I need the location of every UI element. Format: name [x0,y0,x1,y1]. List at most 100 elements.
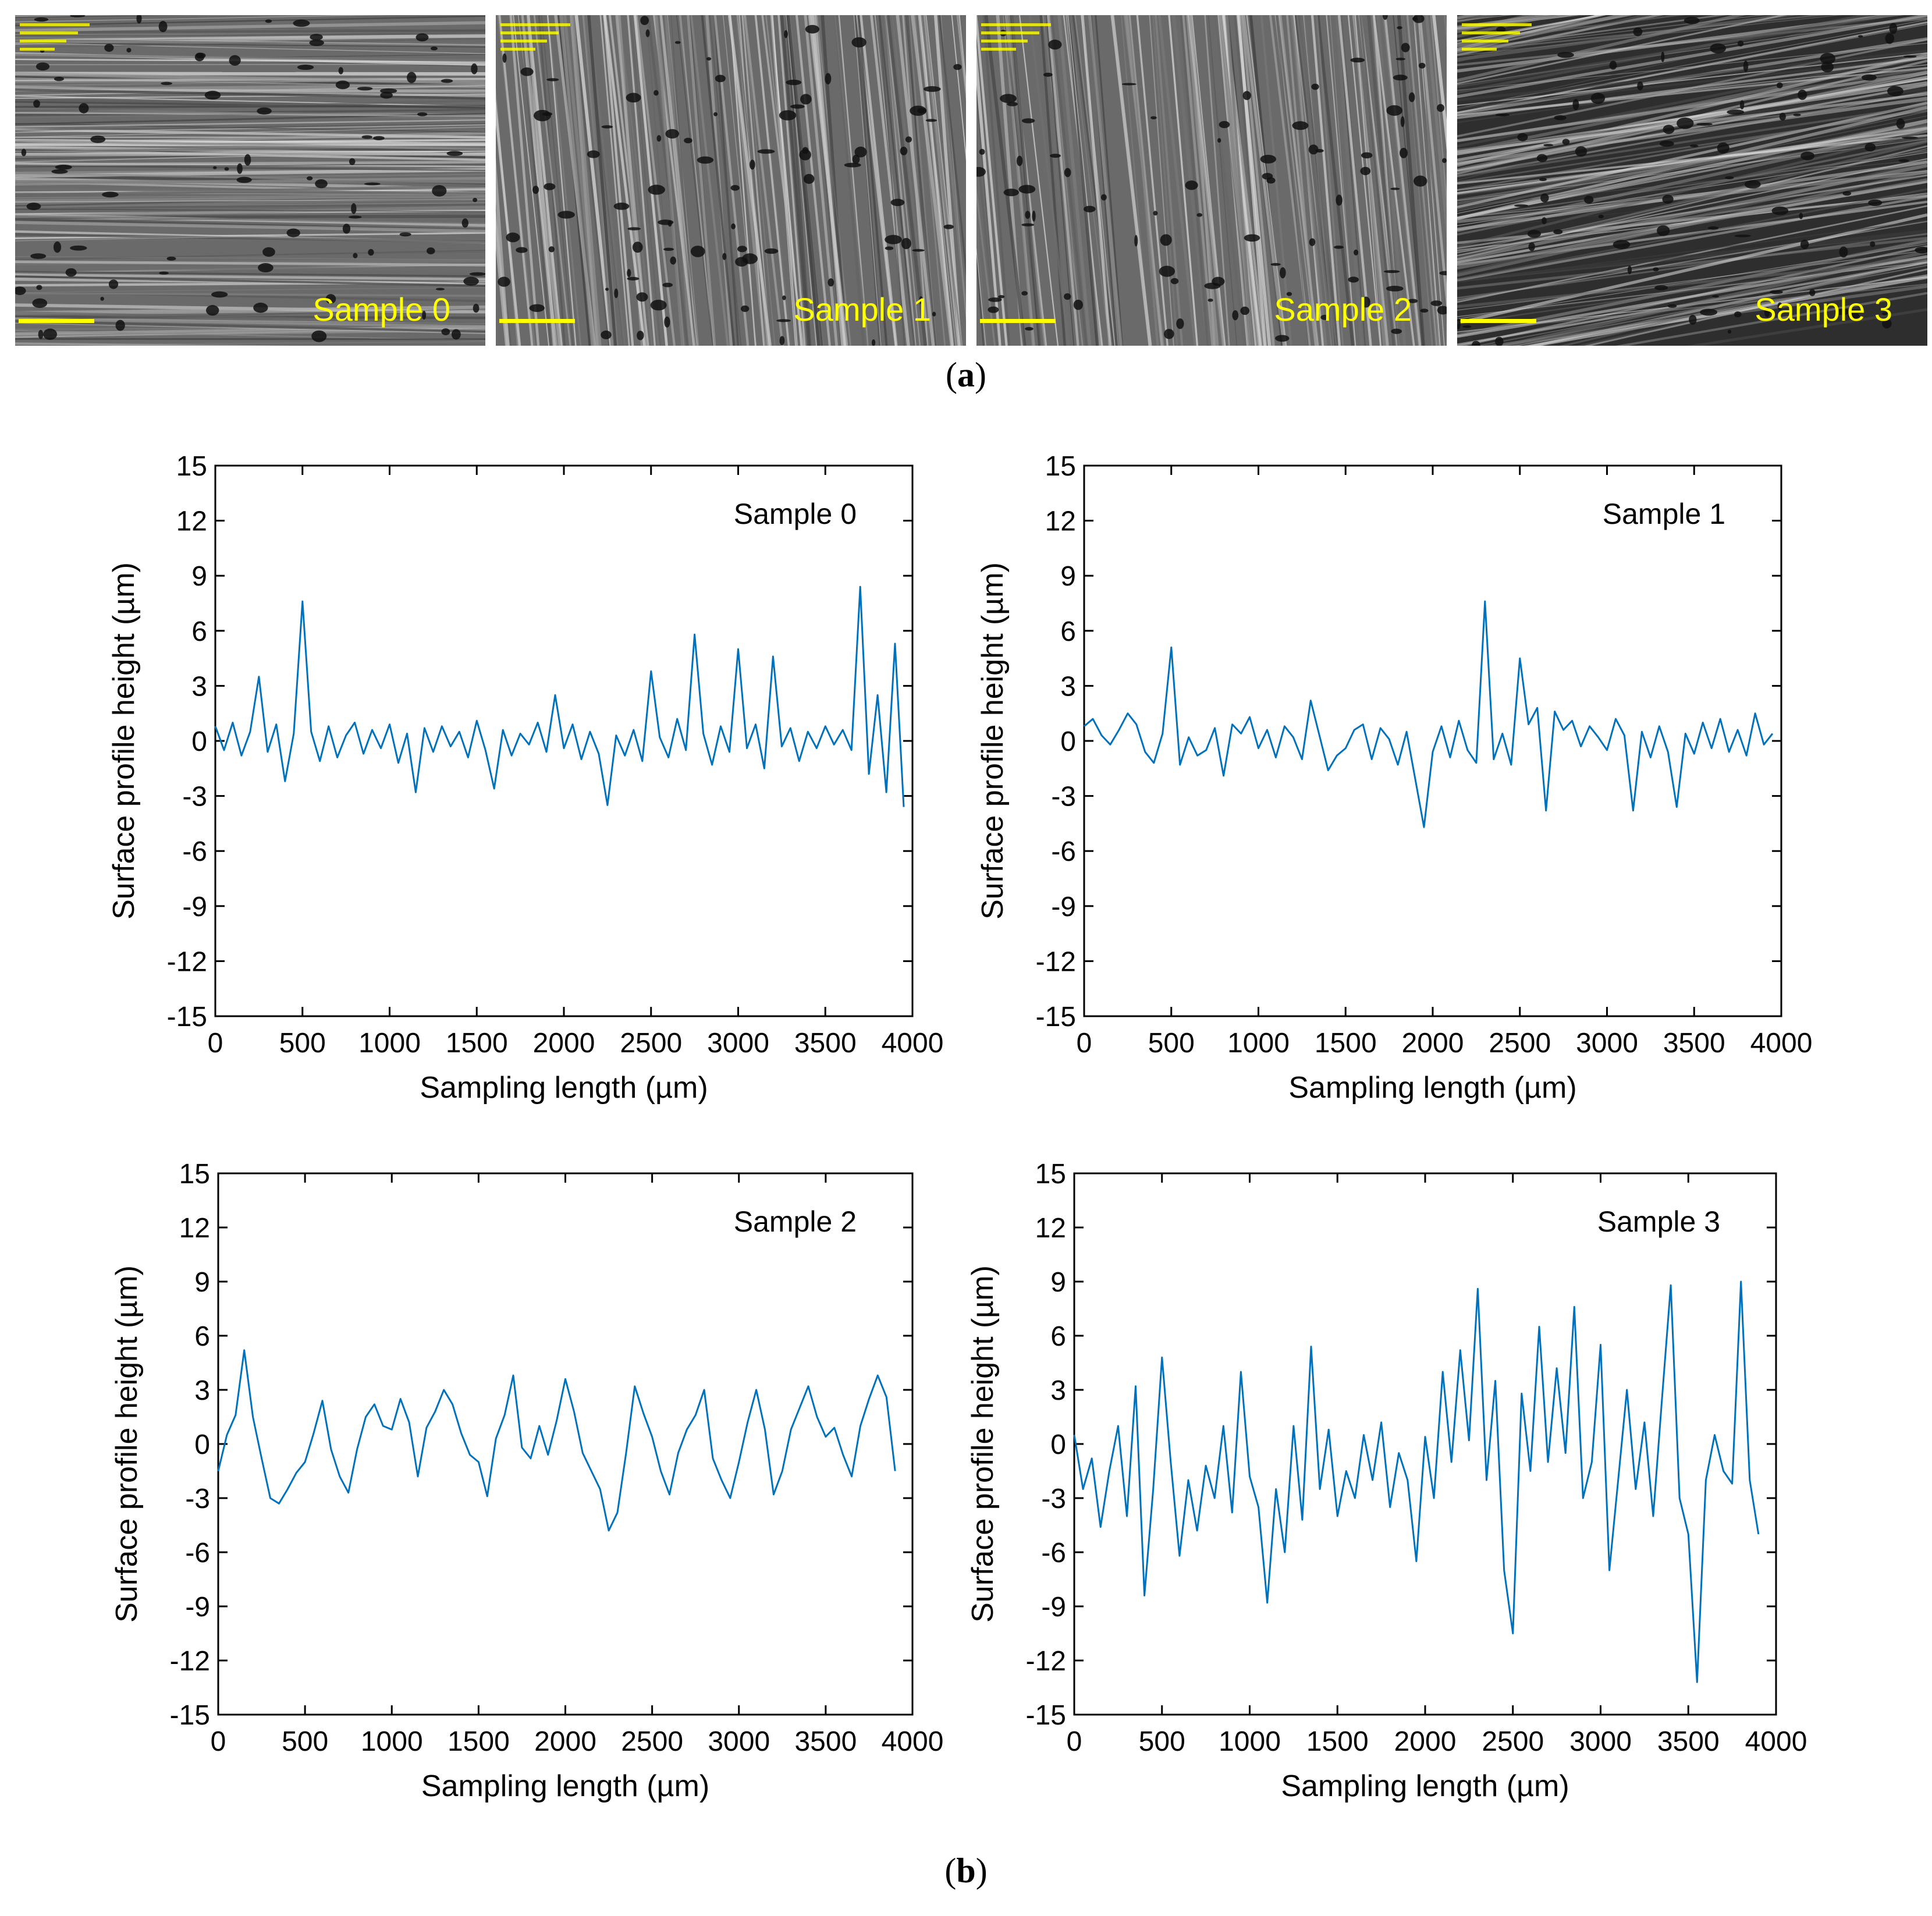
sample-annotation: Sample 3 [1597,1205,1720,1238]
y-tick-label: 0 [1060,726,1076,757]
y-axis-label: Surface profile height (µm) [107,562,141,920]
x-axis-label: Sampling length (µm) [421,1769,709,1803]
x-tick-label: 3000 [707,1028,769,1059]
y-tick-label: -12 [1026,1646,1066,1677]
y-tick-label: -15 [167,1002,207,1032]
x-tick-label: 3500 [794,1726,857,1757]
y-axis-label: Surface profile height (µm) [976,562,1010,920]
y-tick-label: -12 [167,946,207,977]
y-tick-label: -15 [170,1700,210,1731]
x-tick-label: 3000 [1576,1028,1638,1059]
y-tick-label: -6 [1051,836,1076,867]
y-axis-label: Surface profile height (µm) [110,1265,144,1623]
sample-annotation: Sample 0 [734,498,857,530]
y-tick-label: 6 [191,616,207,647]
y-tick-label: 15 [179,1159,210,1190]
micrograph-label: Sample 2 [1274,291,1412,328]
y-tick-label: 9 [1050,1267,1066,1298]
profile-line [1073,1280,1760,1683]
y-tick-label: 12 [1045,506,1076,537]
y-tick-label: -6 [1041,1538,1066,1569]
x-tick-label: 3500 [1657,1726,1720,1757]
micrograph-image [496,15,966,346]
micrograph-image [15,15,485,346]
x-tick-label: 4000 [882,1028,944,1059]
y-tick-label: 9 [1060,561,1076,592]
y-tick-label: 9 [191,561,207,592]
x-tick-label: 2000 [1402,1028,1464,1059]
micrograph-sample-3: Sample 3 [1457,15,1927,346]
x-tick-label: 2500 [621,1726,683,1757]
y-tick-label: 6 [194,1321,210,1352]
y-tick-label: 12 [179,1213,210,1244]
y-tick-label: -3 [182,782,207,812]
x-tick-label: 2500 [620,1028,682,1059]
y-tick-label: -12 [1036,946,1076,977]
x-tick-label: 1000 [1227,1028,1290,1059]
y-tick-label: -9 [185,1592,210,1623]
x-tick-label: 500 [279,1028,326,1059]
x-tick-label: 0 [1077,1028,1092,1059]
y-tick-label: -9 [182,892,207,922]
x-tick-label: 500 [1139,1726,1185,1757]
y-tick-label: -12 [170,1646,210,1677]
x-tick-label: 3500 [1663,1028,1725,1059]
x-tick-label: 500 [1148,1028,1195,1059]
panel-b-caption: (b) [944,1851,988,1890]
x-tick-label: 0 [208,1028,223,1059]
x-tick-label: 2500 [1489,1028,1551,1059]
micrograph-image [976,15,1447,346]
x-tick-label: 1500 [446,1028,508,1059]
micrograph-label: Sample 3 [1755,291,1892,328]
micrograph-image [1457,15,1927,346]
y-tick-label: 12 [1035,1213,1066,1244]
y-tick-label: 9 [194,1267,210,1298]
y-tick-label: -6 [185,1538,210,1569]
profile-line [217,1349,896,1532]
x-tick-label: 1000 [1219,1726,1281,1757]
x-axis-label: Sampling length (µm) [1281,1769,1569,1803]
x-tick-label: 1500 [1306,1726,1369,1757]
y-tick-label: 15 [1045,451,1076,482]
y-tick-label: -9 [1041,1592,1066,1623]
y-tick-label: 3 [194,1375,210,1406]
x-tick-label: 500 [282,1726,328,1757]
x-tick-label: 2000 [1394,1726,1457,1757]
plot-frame [217,1172,914,1716]
panel-a-letter: a [957,356,975,394]
y-tick-label: 0 [194,1429,210,1460]
y-tick-label: 3 [1060,671,1076,702]
y-tick-label: -9 [1051,892,1076,922]
x-tick-label: 2500 [1482,1726,1544,1757]
y-tick-label: 15 [176,451,207,482]
micrograph-label: Sample 1 [793,291,931,328]
plot-frame [1083,464,1782,1017]
y-axis-label: Surface profile height (µm) [966,1265,1000,1623]
micrograph-sample-1: Sample 1 [496,15,966,346]
y-tick-label: -6 [182,836,207,867]
x-tick-label: 3000 [1569,1726,1632,1757]
micrograph-sample-0: Sample 0 [15,15,485,346]
micrograph-sample-2: Sample 2 [976,15,1447,346]
x-tick-label: 2000 [533,1028,595,1059]
profile-line [1084,600,1774,828]
micrograph-label: Sample 0 [312,291,450,328]
profile-line [214,586,905,807]
x-tick-label: 3000 [708,1726,770,1757]
y-tick-label: 15 [1035,1159,1066,1190]
y-tick-label: -15 [1026,1700,1066,1731]
y-tick-label: 6 [1060,616,1076,647]
y-tick-label: 0 [191,726,207,757]
x-axis-label: Sampling length (µm) [1288,1071,1576,1105]
y-tick-label: 12 [176,506,207,537]
sample-annotation: Sample 2 [734,1205,857,1238]
x-tick-label: 1500 [1315,1028,1377,1059]
panel-a-caption: (a) [946,356,986,394]
x-tick-label: 1000 [361,1726,423,1757]
y-tick-label: 0 [1050,1429,1066,1460]
x-tick-label: 2000 [534,1726,596,1757]
